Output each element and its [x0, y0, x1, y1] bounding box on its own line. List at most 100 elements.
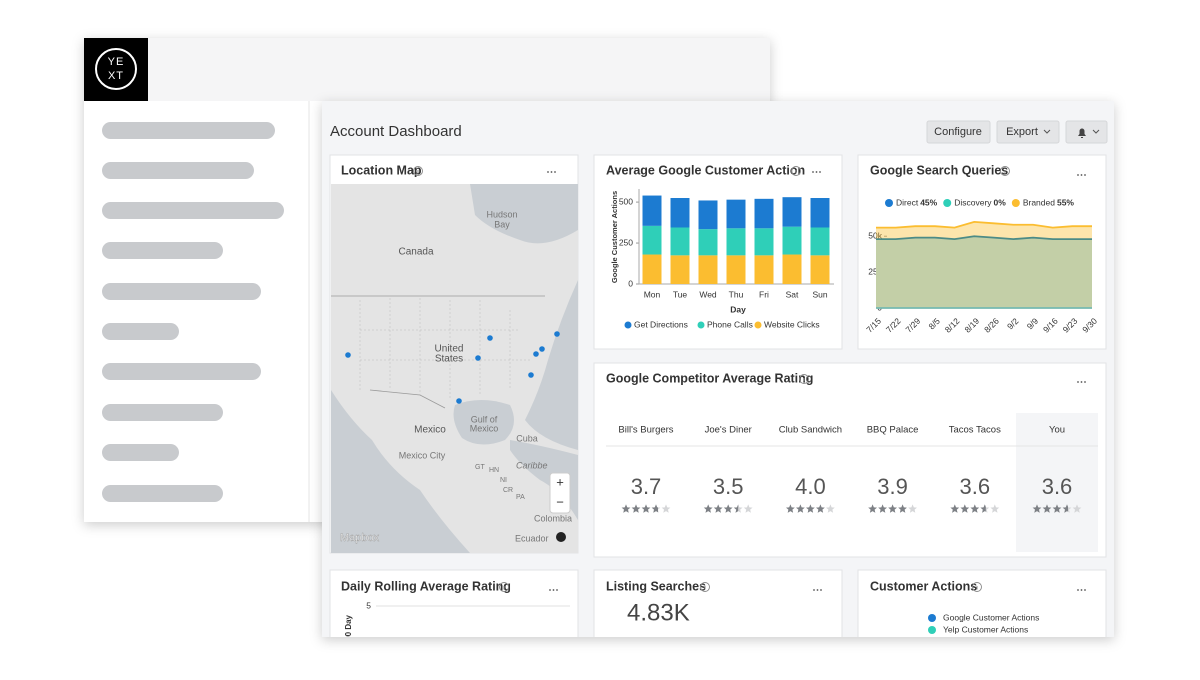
star-filled [1042, 504, 1052, 513]
legend-swatch [697, 321, 705, 329]
bar-segment [754, 198, 774, 229]
chevron [1043, 129, 1051, 134]
star-rating [868, 504, 907, 513]
bar-segment [670, 227, 690, 256]
nav-placeholder[interactable] [102, 162, 254, 179]
button-label: Configure [934, 126, 982, 138]
zoom-in[interactable]: + [556, 474, 564, 489]
bell-icon [1078, 128, 1086, 138]
nav-placeholder[interactable] [102, 404, 223, 421]
map-label: CR [503, 487, 513, 494]
star-filled [888, 504, 897, 513]
star-filled [786, 504, 795, 513]
nav-placeholder[interactable] [102, 363, 261, 380]
x-tick-label: Wed [699, 289, 717, 299]
nav-placeholder[interactable] [102, 485, 223, 502]
legend-label: Direct [896, 197, 919, 207]
water [331, 390, 470, 553]
pin[interactable] [533, 351, 539, 357]
nav-placeholder[interactable] [102, 202, 284, 219]
card-title: Customer Actions [870, 579, 977, 593]
pin[interactable] [345, 352, 351, 358]
pin[interactable] [487, 335, 493, 341]
bar-segment [642, 195, 662, 226]
more-icon [552, 589, 555, 591]
zoom-out[interactable]: − [556, 494, 564, 509]
nav-placeholder[interactable] [102, 122, 275, 139]
configure-button[interactable] [926, 120, 991, 144]
card-title: Location Map [341, 163, 422, 177]
legend-swatch [928, 614, 936, 622]
star-filled [806, 504, 815, 513]
export-button[interactable] [996, 120, 1060, 144]
star-filled [703, 504, 713, 513]
line [876, 220, 1092, 229]
star-empty [743, 504, 753, 513]
info-icon [413, 166, 423, 176]
pin[interactable] [554, 331, 560, 337]
y-axis-title: Rolling 90 Day [344, 614, 353, 670]
nav-placeholder[interactable] [102, 242, 223, 259]
bar-segment [810, 227, 830, 256]
page-title: Account Dashboard [330, 123, 462, 140]
star-filled [723, 504, 733, 513]
nav-placeholder[interactable] [102, 444, 179, 461]
nav-placeholder[interactable] [102, 323, 179, 340]
bar-segment [698, 255, 718, 284]
y-tick-label: 500 [619, 196, 633, 206]
map-label: Mexico City [399, 450, 446, 460]
star-filled [898, 504, 907, 513]
sidebar [102, 122, 284, 502]
more-icon [1077, 589, 1079, 591]
dashboard: Account Dashboard Configure Export Locat… [329, 120, 1108, 670]
more-icon [815, 171, 818, 173]
pin[interactable] [539, 346, 545, 352]
map-label: Bay [494, 219, 510, 229]
legend-label: Google Customer Actions [943, 612, 1039, 622]
bar-segment [670, 255, 690, 284]
x-tick-label: Sun [812, 289, 827, 299]
star-filled [868, 504, 877, 513]
water [510, 440, 578, 520]
button-label: Export [1006, 126, 1038, 138]
legend-swatch [624, 321, 632, 329]
card-title: Average Google Customer Action [606, 163, 805, 177]
state-borders [359, 298, 530, 400]
more-icon [1084, 381, 1086, 383]
bar-segment [754, 228, 774, 256]
legend-swatch [928, 626, 936, 634]
pin[interactable] [528, 372, 534, 378]
more-icon [812, 171, 814, 173]
pin[interactable] [475, 355, 481, 361]
bar-segment [698, 229, 718, 256]
more-icon [1084, 589, 1086, 591]
column-header: Tacos Tacos [949, 425, 1001, 436]
rating-value: 4.0 [795, 474, 826, 499]
nav-placeholder[interactable] [102, 283, 261, 300]
star-empty [826, 504, 835, 513]
star-filled [631, 504, 641, 513]
pin[interactable] [456, 398, 462, 404]
legend-label: Branded [1023, 197, 1055, 207]
more-icon [556, 589, 558, 591]
notifications-button[interactable] [1065, 120, 1108, 144]
line [876, 235, 1092, 241]
rating-value: 3.5 [713, 474, 744, 499]
map-attribution: Mapbox [340, 532, 380, 544]
star-filled [641, 504, 651, 513]
star-filled [796, 504, 805, 513]
x-tick-label: Mon [644, 289, 661, 299]
map-label: Ecuador [515, 533, 549, 543]
map-label: Caribbe [516, 460, 548, 470]
y-tick-label: 250 [619, 237, 633, 247]
y-tick-label: 50k [868, 230, 882, 240]
info-button[interactable] [556, 532, 566, 542]
legend-share: 0% [994, 197, 1007, 207]
legend-label: Discovery [954, 197, 992, 207]
bar-segment [698, 200, 718, 230]
more-icon [816, 589, 819, 591]
star-filled [713, 504, 723, 513]
y-tick-label: 5 [366, 600, 371, 610]
info-icon [1000, 166, 1010, 176]
